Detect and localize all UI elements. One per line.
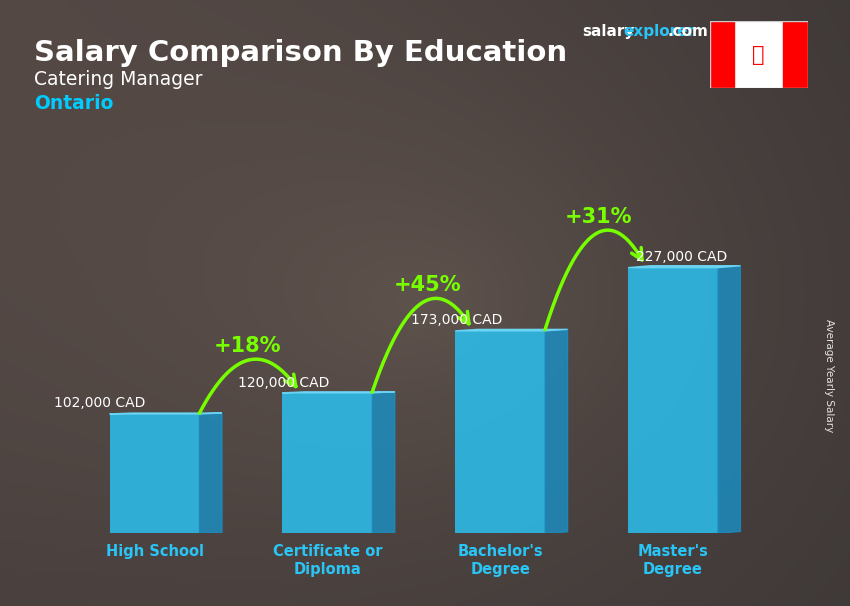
Bar <box>783 21 808 88</box>
Bar <box>710 21 734 88</box>
Text: Salary Comparison By Education: Salary Comparison By Education <box>34 39 567 67</box>
Polygon shape <box>456 330 568 331</box>
Text: 173,000 CAD: 173,000 CAD <box>411 313 502 327</box>
Bar <box>282 393 372 533</box>
Polygon shape <box>200 413 222 533</box>
Bar <box>628 268 718 533</box>
Polygon shape <box>282 392 394 393</box>
Bar <box>456 331 545 533</box>
Text: .com: .com <box>667 24 708 39</box>
Text: +18%: +18% <box>213 336 281 356</box>
Polygon shape <box>110 413 222 414</box>
Text: +31%: +31% <box>565 207 632 227</box>
Text: 🍁: 🍁 <box>752 44 765 65</box>
Text: 120,000 CAD: 120,000 CAD <box>239 376 330 390</box>
Text: +45%: +45% <box>394 275 461 295</box>
Bar <box>110 414 200 533</box>
Text: Catering Manager: Catering Manager <box>34 70 202 88</box>
Text: salary: salary <box>582 24 635 39</box>
Text: 102,000 CAD: 102,000 CAD <box>54 396 145 410</box>
Polygon shape <box>628 265 740 268</box>
Text: explorer: explorer <box>623 24 695 39</box>
Polygon shape <box>718 265 740 533</box>
Text: Ontario: Ontario <box>34 94 113 113</box>
Text: 227,000 CAD: 227,000 CAD <box>636 250 728 264</box>
Text: Average Yearly Salary: Average Yearly Salary <box>824 319 834 432</box>
Polygon shape <box>372 392 394 533</box>
Polygon shape <box>545 330 568 533</box>
